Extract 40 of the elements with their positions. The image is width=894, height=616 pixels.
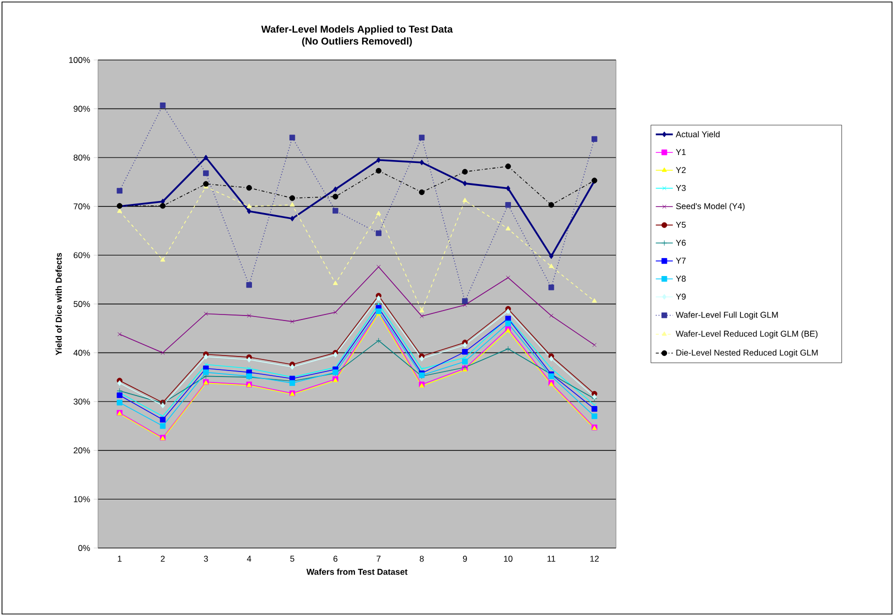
legend-label: Wafer-Level Full Logit GLM: [676, 312, 778, 320]
x-tick-label: 7: [376, 556, 381, 562]
y-tick-label: 40%: [73, 350, 90, 356]
x-tick-label: 1: [118, 556, 122, 562]
y-tick-label: 60%: [74, 252, 90, 258]
y-tick-label: 0%: [78, 544, 90, 551]
x-tick-label: 4: [246, 556, 252, 562]
x-tick-label: 3: [204, 556, 208, 562]
legend-label: Actual Yield: [676, 131, 720, 138]
legend-label: Y6: [676, 240, 686, 246]
x-axis-title: Wafers from Test Dataset: [306, 568, 408, 575]
y-tick-label: 80%: [74, 154, 90, 161]
legend-label: Seed's Model (Y4): [676, 202, 745, 211]
legend-label: Y9: [676, 294, 686, 300]
y-tick-label: 20%: [74, 447, 90, 454]
legend-label: Wafer-Level Reduced Logit GLM (BE): [676, 330, 818, 338]
legend-label: Y7: [676, 258, 686, 264]
chart-title: Wafer-Level Models Applied to Test Data: [261, 25, 453, 35]
y-tick-label: 90%: [74, 106, 90, 112]
x-tick-label: 10: [504, 556, 512, 562]
x-tick-label: 2: [160, 556, 165, 562]
x-tick-label: 6: [334, 556, 338, 562]
legend-label: Y8: [676, 276, 686, 282]
y-tick-label: 100%: [69, 56, 90, 63]
y-tick-label: 70%: [74, 203, 90, 210]
y-tick-label: 50%: [74, 300, 90, 307]
legend-label: Die-Level Nested Reduced Logit GLM: [676, 349, 818, 358]
legend-label: Y2: [676, 167, 686, 173]
x-tick-label: 5: [290, 556, 294, 562]
chart-subtitle: (No Outliers Removedl): [302, 37, 412, 47]
legend-label: Y1: [676, 149, 686, 155]
y-tick-label: 30%: [74, 398, 90, 405]
x-tick-label: 9: [462, 556, 467, 562]
x-tick-label: 12: [590, 556, 599, 562]
legend-label: Y3: [676, 184, 686, 191]
y-axis-title: Yield of Dice with Defects: [56, 252, 62, 356]
y-tick-label: 10%: [74, 496, 90, 502]
legend-label: Y5: [676, 222, 686, 228]
x-tick-label: 11: [548, 556, 556, 562]
x-tick-label: 8: [420, 556, 424, 562]
